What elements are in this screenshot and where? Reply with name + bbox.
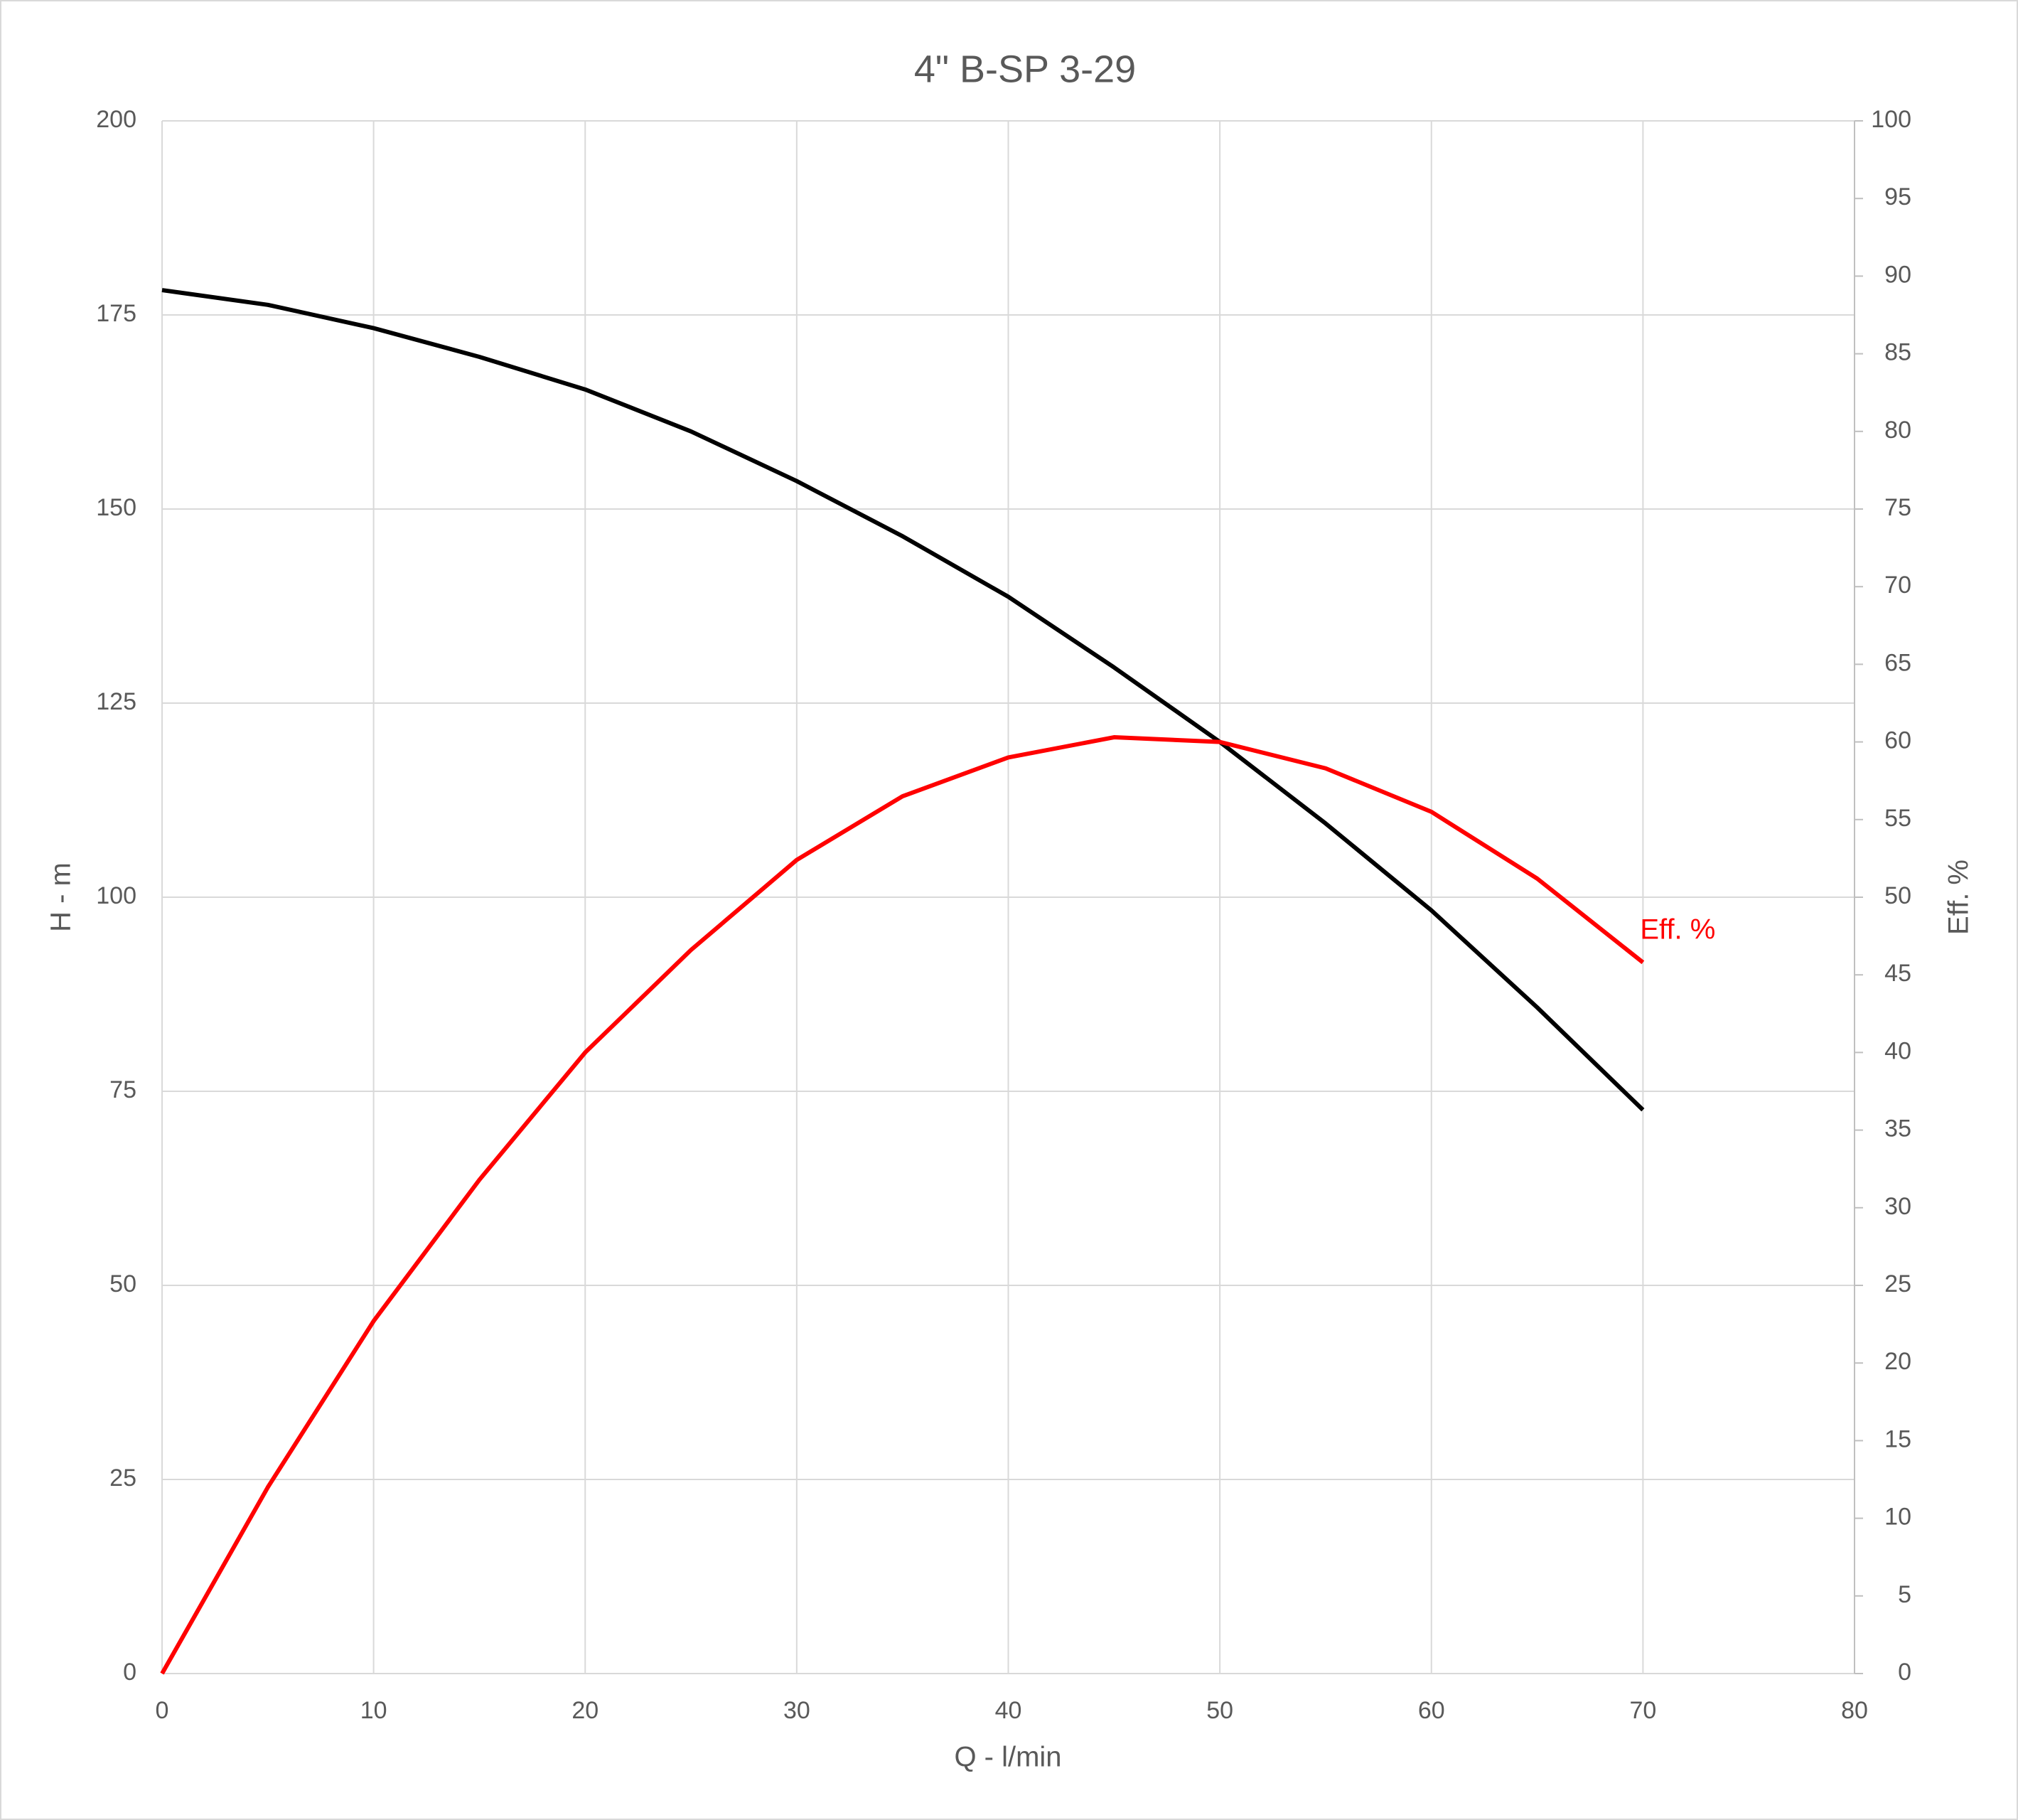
x-tick-label: 10	[360, 1697, 387, 1724]
y-tick-label: 25	[109, 1465, 136, 1492]
y2-tick-label: 80	[1884, 417, 1911, 444]
y2-tick-label: 90	[1884, 261, 1911, 288]
series-label: Eff. %	[1640, 914, 1715, 945]
x-tick-label: 30	[783, 1697, 810, 1724]
y-tick-label: 175	[96, 300, 136, 327]
y2-tick-label: 65	[1884, 649, 1911, 676]
y2-tick-label: 25	[1884, 1270, 1911, 1297]
y-tick-label: 0	[123, 1659, 136, 1686]
y2-tick-label: 55	[1884, 805, 1911, 832]
y-tick-label: 50	[109, 1270, 136, 1297]
x-tick-label: 80	[1841, 1697, 1868, 1724]
y2-tick-label: 50	[1884, 882, 1911, 909]
y-tick-label: 125	[96, 688, 136, 715]
y2-tick-label: 40	[1884, 1037, 1911, 1064]
y2-tick-label: 20	[1884, 1348, 1911, 1375]
y2-tick-label: 35	[1884, 1115, 1911, 1142]
x-tick-label: 70	[1629, 1697, 1656, 1724]
series-line	[161, 288, 1645, 1112]
x-tick-label: 40	[995, 1697, 1022, 1724]
y-tick-label: 200	[96, 106, 136, 133]
x-tick-label: 60	[1418, 1697, 1445, 1724]
y2-tick-label: 60	[1884, 727, 1911, 754]
chart-title: 4" B-SP 3-29	[914, 48, 1136, 90]
series-line	[160, 735, 1645, 1675]
y-tick-label: 150	[96, 494, 136, 521]
x-tick-label: 50	[1206, 1697, 1233, 1724]
x-axis-label: Q - l/min	[954, 1742, 1061, 1773]
y2-tick-label: 45	[1884, 960, 1911, 987]
y2-tick-label: 15	[1884, 1425, 1911, 1452]
y-tick-label: 100	[96, 882, 136, 909]
y2-tick-label: 0	[1898, 1659, 1911, 1686]
y-tick-label: 75	[109, 1076, 136, 1103]
x-tick-label: 0	[156, 1697, 169, 1724]
y2-tick-label: 100	[1871, 106, 1911, 133]
y2-tick-label: 95	[1884, 183, 1911, 210]
x-tick-label: 20	[571, 1697, 599, 1724]
y2-tick-label: 70	[1884, 572, 1911, 599]
y2-tick-label: 85	[1884, 339, 1911, 366]
y-axis-label: H - m	[45, 862, 77, 932]
y2-tick-label: 5	[1898, 1581, 1911, 1608]
y2-tick-label: 75	[1884, 494, 1911, 521]
y2-tick-label: 10	[1884, 1504, 1911, 1531]
y2-tick-label: 30	[1884, 1193, 1911, 1220]
y2-axis-label: Eff. %	[1943, 860, 1975, 935]
